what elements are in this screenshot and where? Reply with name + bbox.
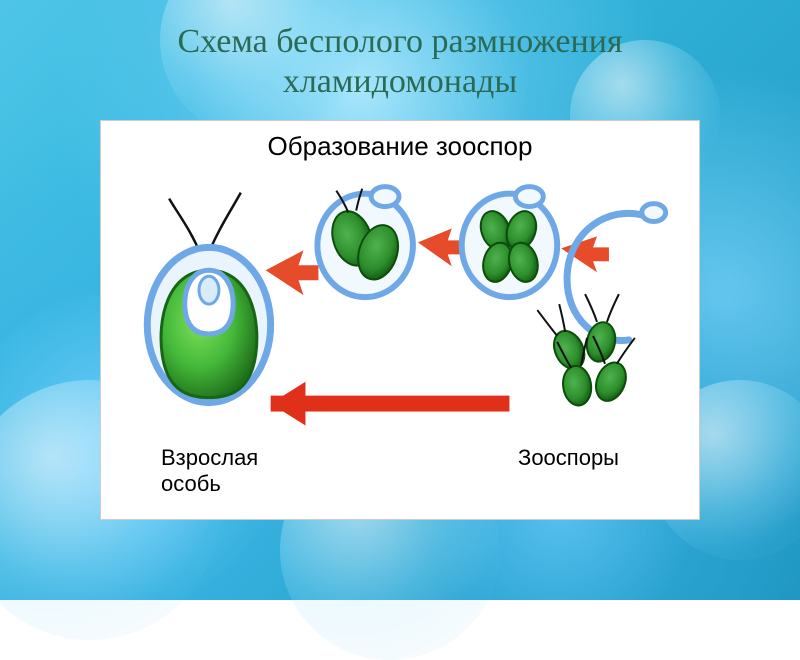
stage-release <box>567 204 666 341</box>
arrow-2 <box>418 229 466 267</box>
slide-title: Схема бесполого размножения хламидомонад… <box>0 0 800 102</box>
stage-dividing-1 <box>317 187 413 297</box>
caption-adult-line1: Взрослая <box>161 445 258 470</box>
title-line2: хламидомонады <box>283 63 517 100</box>
title-line1: Схема бесполого размножения <box>177 23 622 60</box>
stage-adult <box>147 193 270 403</box>
caption-zoospores: Зооспоры <box>518 445 619 471</box>
diagram-panel: Образование зооспор <box>100 120 700 520</box>
arrow-return <box>271 382 510 426</box>
stage-zoospores <box>537 294 635 407</box>
caption-adult-line2: особь <box>161 471 221 496</box>
caption-adult: Взрослая особь <box>161 445 258 497</box>
arrow-1 <box>266 251 319 296</box>
stage-dividing-2 <box>462 187 558 297</box>
